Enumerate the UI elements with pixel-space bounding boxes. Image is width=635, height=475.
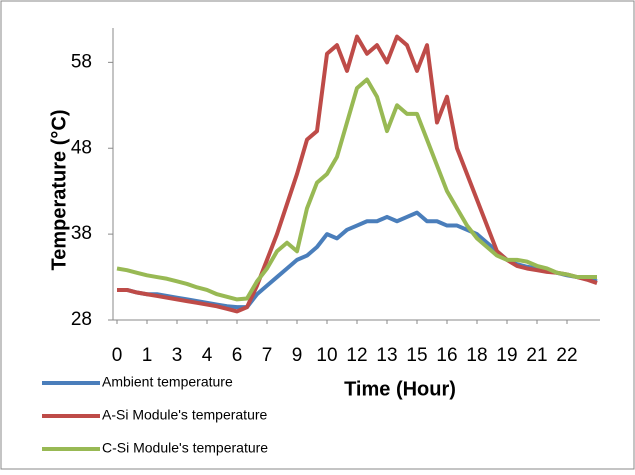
series-line — [116, 77, 597, 302]
x-tick-label: 19 — [496, 345, 517, 366]
x-tick-label: 13 — [376, 345, 397, 366]
x-tick-label: 18 — [466, 345, 487, 366]
y-tick-label: 28 — [71, 309, 92, 330]
x-tick-label: 15 — [406, 345, 427, 366]
x-tick-label: 16 — [436, 345, 457, 366]
x-tick-label: 12 — [346, 345, 367, 366]
x-axis-title: Time (Hour) — [344, 378, 456, 400]
legend-label: Ambient temperature — [102, 374, 233, 390]
y-tick-label: 58 — [71, 51, 92, 72]
x-tick-label: 1 — [142, 345, 153, 366]
x-tick-label: 22 — [556, 345, 577, 366]
x-tick-label: 9 — [292, 345, 303, 366]
y-tick-label: 48 — [71, 137, 92, 158]
legend-label: A-Si Module's temperature — [102, 407, 268, 423]
legend-label: C-Si Module's temperature — [102, 440, 268, 456]
x-tick-label: 3 — [172, 345, 183, 366]
y-tick-label: 38 — [71, 223, 92, 244]
x-tick-label: 0 — [112, 345, 123, 366]
y-axis-title: Temperature (°C) — [48, 110, 70, 271]
x-tick-label: 21 — [526, 345, 547, 366]
x-tick-label: 4 — [202, 345, 213, 366]
series-line — [117, 34, 598, 314]
x-tick-label: 10 — [316, 345, 337, 366]
x-tick-label: 7 — [262, 345, 273, 366]
x-tick-label: 6 — [232, 345, 243, 366]
